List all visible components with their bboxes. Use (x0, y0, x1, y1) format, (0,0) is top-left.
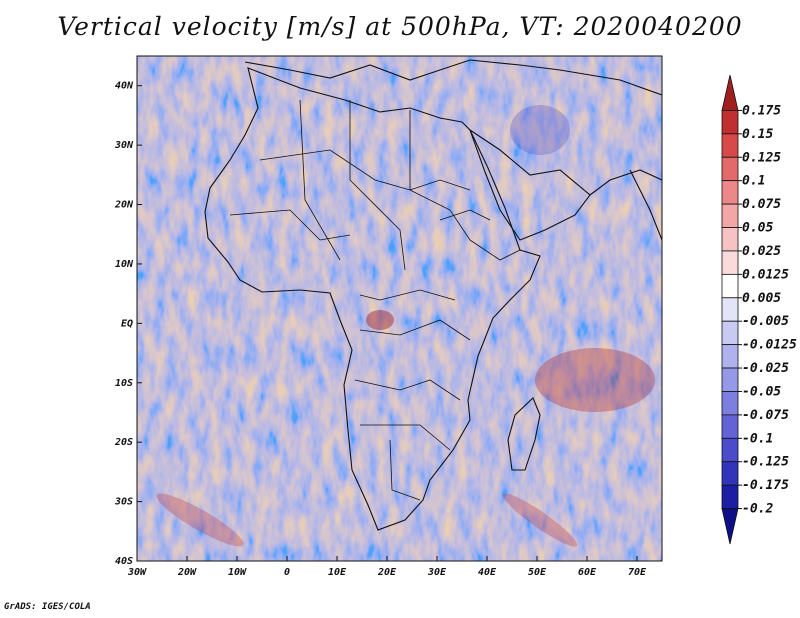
map-frame (136, 55, 663, 562)
colorbar-swatch (721, 484, 739, 509)
colorbar-label: 0.125 (742, 150, 781, 165)
map-title: Vertical velocity [m/s] at 500hPa, VT: 2… (57, 12, 743, 41)
lon-tick-label: 0 (284, 567, 290, 578)
lon-tick-label: 40E (478, 567, 497, 578)
colorbar-label: 0.1 (742, 174, 765, 189)
latitude-axis: 40N 30N 20N 10N EQ 10S 20S 30S 40S (114, 81, 142, 567)
colorbar-swatch (721, 437, 739, 463)
grads-credit: GrADS: IGES/COLA (4, 602, 91, 612)
colorbar-swatch (721, 273, 739, 299)
colorbar-label: -0.175 (742, 478, 789, 493)
colorbar-swatch (721, 110, 739, 135)
colorbar-swatch (721, 414, 739, 439)
colorbar-swatch (721, 344, 739, 369)
colorbar: 0.175 0.15 0.125 0.1 0.075 0.05 0.025 0.0125 0.0… (721, 74, 797, 545)
colorbar-label: -0.005 (742, 314, 789, 329)
colorbar-swatch (721, 508, 739, 545)
lon-tick-label: 30W (127, 567, 147, 578)
colorbar-label: 0.0125 (742, 267, 789, 282)
colorbar-swatch (721, 297, 739, 322)
colorbar-swatch (721, 320, 739, 346)
colorbar-label: 0.05 (742, 221, 773, 236)
lat-tick-label: 10N (115, 259, 134, 270)
lat-tick-label: 20S (114, 437, 133, 448)
country-borders (229, 99, 521, 501)
lon-tick-label: 10E (328, 567, 347, 578)
colorbar-label: -0.125 (742, 455, 789, 470)
colorbar-label: -0.075 (742, 408, 789, 423)
colorbar-label: 0.005 (742, 291, 781, 306)
colorbar-label: 0.15 (742, 127, 773, 142)
colorbar-label: -0.1 (742, 431, 773, 446)
lon-tick-label: 50E (528, 567, 547, 578)
colorbar-label: 0.175 (742, 103, 781, 118)
lon-tick-label: 60E (578, 567, 597, 578)
colorbar-swatch (721, 180, 739, 205)
lat-tick-label: 10S (115, 378, 133, 389)
colorbar-label: -0.0125 (742, 338, 797, 353)
map-plot-area (137, 56, 662, 561)
colorbar-label: -0.025 (742, 361, 789, 376)
lon-tick-label: 30E (427, 567, 447, 578)
colorbar-label: -0.05 (742, 384, 781, 399)
colorbar-label: 0.025 (742, 244, 781, 259)
colorbar-swatch (721, 133, 739, 158)
africa-coastline (204, 67, 541, 531)
asia-coastline (589, 169, 662, 196)
lon-tick-label: 20W (177, 567, 197, 578)
lat-tick-label: 40N (115, 81, 134, 92)
lat-tick-label: 20N (114, 200, 134, 211)
coastlines (204, 59, 662, 531)
colorbar-swatch (721, 203, 739, 228)
colorbar-label: -0.2 (742, 502, 773, 517)
colorbar-swatch (721, 156, 739, 182)
madagascar-coastline (507, 397, 541, 471)
lon-tick-label: 70E (628, 567, 647, 578)
colorbar-swatch (721, 250, 739, 275)
lat-tick-label: 40S (115, 556, 133, 567)
lat-tick-label: 30S (114, 497, 133, 508)
lat-tick-label: 30N (114, 140, 134, 151)
colorbar-swatch (721, 74, 739, 111)
colorbar-label: 0.075 (742, 197, 781, 212)
colorbar-swatch (721, 227, 739, 252)
longitude-axis: 30W 20W 10W 0 10E 20E 30E 40E 50E 60E 70E (127, 556, 647, 578)
europe-coastline (244, 59, 662, 96)
colorbar-swatch (721, 367, 739, 392)
lon-tick-label: 10W (228, 567, 247, 578)
arabia-coastline (468, 128, 591, 241)
lat-tick-label: EQ (121, 318, 133, 329)
lon-tick-label: 20E (377, 567, 397, 578)
colorbar-swatch (721, 391, 739, 416)
india-coastline (629, 169, 662, 241)
colorbar-swatch (721, 461, 739, 486)
